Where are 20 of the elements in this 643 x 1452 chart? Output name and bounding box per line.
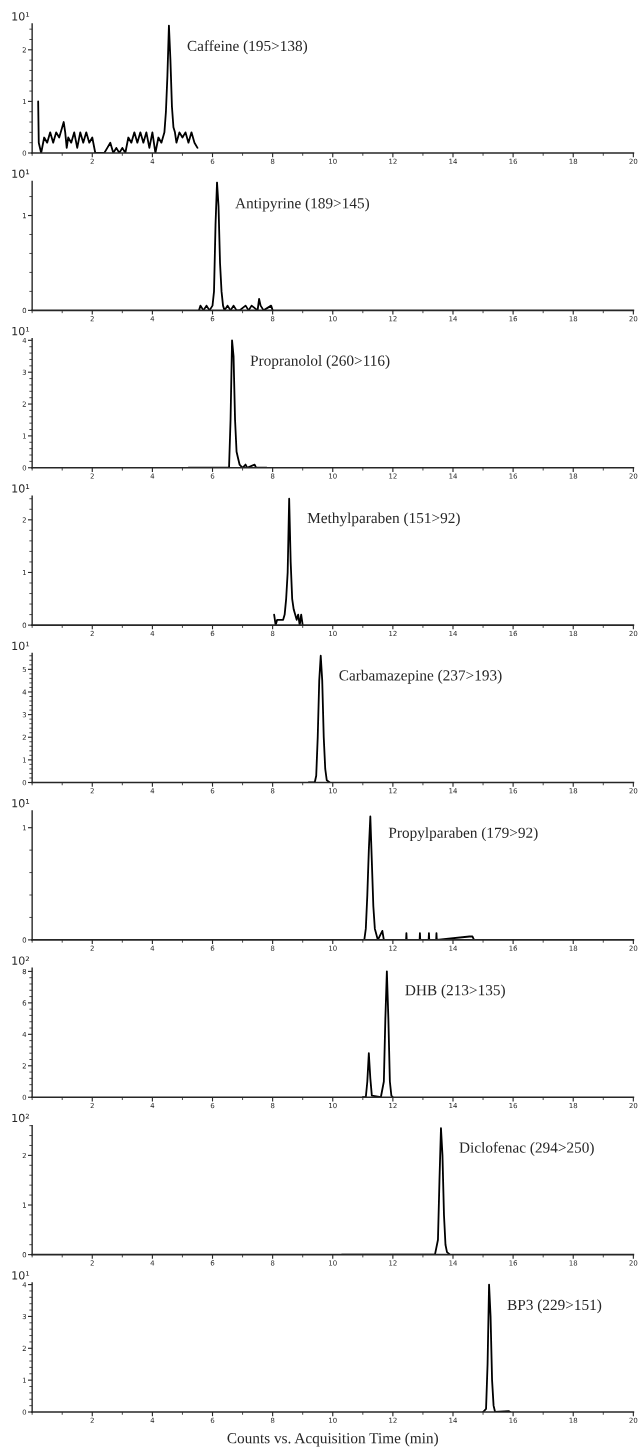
text: Propranolol (260>116) (250, 355, 390, 369)
text: Caffeine (195>138) (187, 40, 308, 55)
text: Carbamazepine (237>193) (339, 669, 502, 684)
y-axis-title: 10¹ (12, 326, 30, 336)
x-axis-title: Counts vs. Acquisition Time (min) (227, 1432, 438, 1447)
y-axis-title: 10¹ (12, 641, 30, 651)
y-axis-title: 10¹ (12, 799, 30, 808)
text: Methylparaben (151>92) (307, 512, 460, 527)
text: BP3 (229>151) (507, 1299, 602, 1314)
y-axis-title: 10¹ (12, 12, 30, 21)
y-axis-title: 10² (12, 956, 30, 965)
y-axis-title: 10¹ (12, 1271, 30, 1280)
y-axis-title: 10¹ (12, 484, 30, 493)
y-axis-title: 10¹ (12, 169, 30, 178)
y-axis-title: 10² (12, 1113, 30, 1123)
line-series (273, 497, 304, 626)
text: Propylparaben (179>92) (388, 827, 538, 842)
text: DHB (213>135) (405, 984, 505, 999)
text: Antipyrine (189>145) (235, 197, 370, 212)
text: Diclofenac (294>250) (459, 1141, 594, 1156)
